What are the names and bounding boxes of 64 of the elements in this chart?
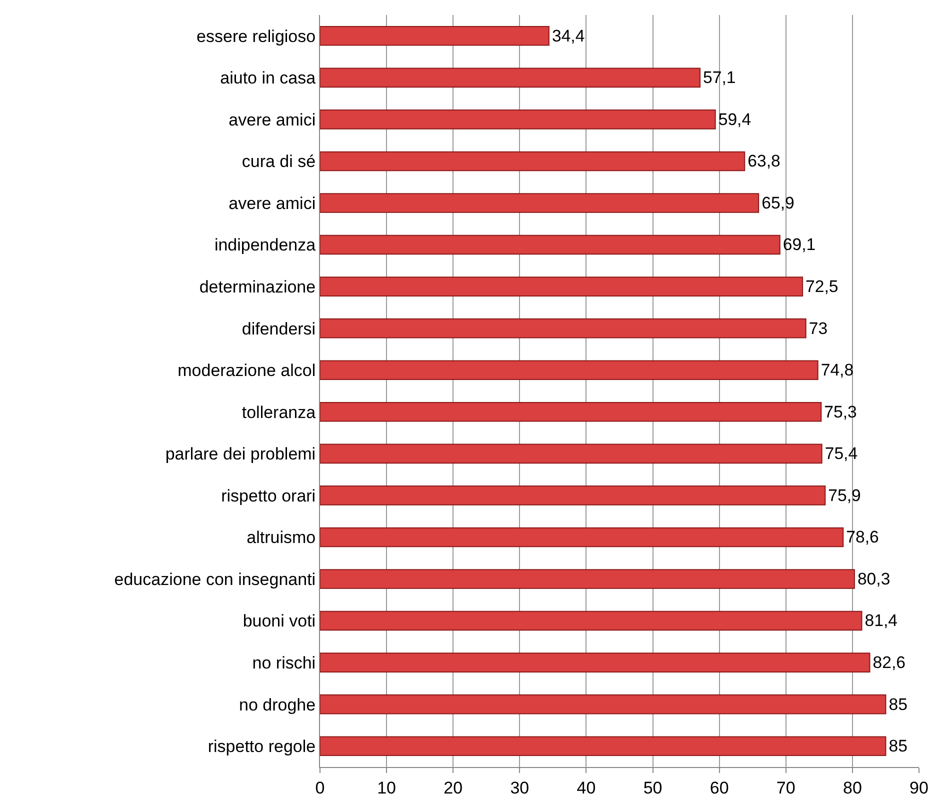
data-label: 81,4 xyxy=(864,611,898,630)
x-tick-label: 10 xyxy=(377,778,396,798)
data-label: 72,5 xyxy=(806,277,838,296)
x-tick-label: 20 xyxy=(444,778,463,798)
x-tick-label: 90 xyxy=(910,778,928,798)
bar xyxy=(320,193,760,213)
bar xyxy=(320,276,804,296)
data-label: 63,8 xyxy=(748,152,780,171)
bar xyxy=(320,652,870,672)
bar xyxy=(320,736,886,756)
data-label: 69,1 xyxy=(782,235,816,254)
y-tick-label: tolleranza xyxy=(242,402,316,422)
y-tick-label: altruismo xyxy=(246,528,316,548)
data-label: 85 xyxy=(888,694,908,714)
bar xyxy=(320,694,886,714)
bar xyxy=(320,318,806,338)
x-tick-label: 50 xyxy=(643,778,662,798)
bar xyxy=(320,444,822,464)
y-tick-label: cura di sé xyxy=(242,152,316,172)
x-tick-label: 40 xyxy=(576,778,596,798)
y-tick-label: avere amici xyxy=(228,110,316,130)
bar xyxy=(320,527,844,548)
bar xyxy=(320,402,822,422)
bar xyxy=(320,360,818,380)
x-tick-label: 30 xyxy=(510,778,530,798)
data-label: 75,4 xyxy=(824,444,858,464)
bar xyxy=(320,68,701,88)
data-label: 34,4 xyxy=(552,26,585,46)
y-tick-label: avere amici xyxy=(228,194,316,213)
y-tick-label: no droghe xyxy=(239,695,316,714)
y-tick-label: aiuto in casa xyxy=(220,68,316,88)
x-tick-label: 60 xyxy=(710,778,729,798)
data-label: 82,6 xyxy=(872,653,906,672)
data-label: 78,6 xyxy=(846,528,879,547)
y-tick-label: determinazione xyxy=(199,278,316,297)
data-label: 65,9 xyxy=(762,193,794,212)
y-tick-label: buoni voti xyxy=(242,612,316,631)
y-tick-label: moderazione alcol xyxy=(178,361,316,380)
x-tick-label: 70 xyxy=(776,778,796,798)
y-tick-label: rispetto orari xyxy=(221,486,316,506)
bar xyxy=(320,234,780,255)
y-tick-label: rispetto regole xyxy=(208,737,316,756)
bar xyxy=(320,610,862,631)
bar xyxy=(320,26,550,46)
bar xyxy=(320,151,746,172)
data-label: 73 xyxy=(808,318,828,338)
data-label: 75,9 xyxy=(828,486,861,505)
y-tick-label: essere religioso xyxy=(196,26,316,46)
bar xyxy=(320,110,716,130)
data-label: 59,4 xyxy=(718,110,752,129)
data-label: 57,1 xyxy=(703,68,736,88)
x-tick-label: 0 xyxy=(315,778,325,798)
y-tick-label: educazione con insegnanti xyxy=(114,570,316,589)
data-label: 85 xyxy=(888,736,908,756)
data-label: 74,8 xyxy=(820,360,854,380)
y-tick-label: indipendenza xyxy=(214,236,316,255)
x-tick-label: 80 xyxy=(842,778,862,798)
bar xyxy=(320,569,855,589)
y-tick-label: difendersi xyxy=(242,319,316,338)
data-label: 80,3 xyxy=(857,569,890,588)
bar xyxy=(320,486,826,506)
y-tick-label: parlare dei problemi xyxy=(165,444,316,464)
y-tick-label: no rischi xyxy=(252,654,316,673)
data-label: 75,3 xyxy=(824,402,857,422)
